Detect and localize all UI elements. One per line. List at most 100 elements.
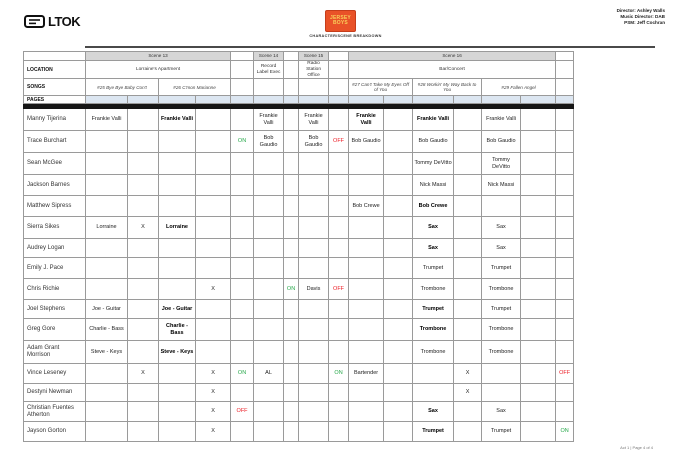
scene-header-row: Scene 13 Scene 14 Scene 15 Scene 16 <box>23 51 575 61</box>
assignment-cell <box>127 401 159 423</box>
assignment-cell <box>520 216 557 240</box>
x-mark-cell: X <box>194 278 232 301</box>
assignment-cell <box>453 318 483 342</box>
assignment-cell <box>283 318 300 342</box>
assignment-cell <box>127 238 159 259</box>
assignment-cell: Trumpet <box>412 421 455 443</box>
assignment-cell: Bob Crewe <box>348 195 385 218</box>
assignment-cell: Sax <box>481 401 522 423</box>
assignment-cell <box>283 238 300 259</box>
actor-name-cell: Emily J. Pace <box>23 257 86 280</box>
table-row: Christian Fuentes Atherton X OFF Sax Sax <box>23 401 575 423</box>
song-cell: #28 Workin' My Way Back to You <box>412 78 483 97</box>
assignment-cell <box>348 238 385 259</box>
assignment-cell <box>85 195 128 218</box>
pages-cell <box>230 95 255 105</box>
assignment-cell <box>253 421 285 443</box>
assignment-cell <box>158 278 196 301</box>
assignment-cell <box>520 363 557 385</box>
assignment-cell <box>253 340 285 365</box>
assignment-cell: Frankie Valli <box>481 108 522 132</box>
assignment-cell <box>520 257 557 280</box>
assignment-cell: Bob Crewe <box>412 195 455 218</box>
pages-cell <box>194 95 232 105</box>
gap-cell <box>555 78 575 97</box>
status-cell: ON <box>328 363 350 385</box>
pages-row: PAGES <box>23 95 575 105</box>
assignment-cell <box>453 401 483 423</box>
actor-name-cell: Sean McGee <box>23 152 86 176</box>
assignment-cell: Bob Gaudio <box>481 130 522 154</box>
assignment-cell: Trumpet <box>481 299 522 320</box>
assignment-cell <box>383 257 414 280</box>
assignment-cell <box>383 299 414 320</box>
assignment-cell <box>298 152 330 176</box>
credit-director: Director: Ashley Walls <box>616 8 665 13</box>
assignment-cell: Sax <box>481 238 522 259</box>
assignment-cell <box>253 152 285 176</box>
gap-cell <box>328 51 350 61</box>
assignment-cell <box>85 152 128 176</box>
assignment-cell <box>194 238 232 259</box>
assignment-cell <box>127 318 159 342</box>
assignment-cell <box>230 318 255 342</box>
assignment-cell <box>158 257 196 280</box>
assignment-cell <box>127 383 159 403</box>
x-mark-cell: X <box>453 383 483 403</box>
assignment-cell <box>253 318 285 342</box>
assignment-cell <box>127 152 159 176</box>
assignment-cell <box>412 363 455 385</box>
assignment-cell: Lorraine <box>85 216 128 240</box>
gap-cell <box>230 59 255 80</box>
assignment-cell <box>85 421 128 443</box>
pages-cell <box>85 95 128 105</box>
jersey-boys-logo: JERSEY BOYS <box>325 10 356 32</box>
assignment-cell <box>555 340 575 365</box>
assignment-cell <box>555 238 575 259</box>
assignment-cell <box>85 278 128 301</box>
table-row: Trace Burchart ON Bob Gaudio Bob Gaudio OFF B… <box>23 130 575 154</box>
assignment-cell <box>127 421 159 443</box>
assignment-cell <box>230 340 255 365</box>
scene-13-header: Scene 13 <box>84 51 232 61</box>
status-cell: ON <box>230 130 255 154</box>
assignment-cell <box>383 195 414 218</box>
gap-cell <box>230 51 255 61</box>
assignment-cell <box>453 238 483 259</box>
assignment-cell: Steve - Keys <box>85 340 128 365</box>
assignment-cell: Sax <box>412 238 455 259</box>
assignment-cell: Trumpet <box>412 257 455 280</box>
assignment-cell: Trombone <box>412 318 455 342</box>
assignment-cell <box>383 174 414 197</box>
table-row: Destyni Newman X X <box>23 383 575 403</box>
location-row-label: LOCATION <box>23 59 86 80</box>
assignment-cell <box>348 340 385 365</box>
assignment-cell: Bob Gaudio <box>412 130 455 154</box>
assignment-cell <box>383 340 414 365</box>
assignment-cell <box>158 152 196 176</box>
assignment-cell <box>298 363 330 385</box>
assignment-cell <box>230 278 255 301</box>
assignment-cell <box>412 383 455 403</box>
songs-row-label: SONGS <box>23 78 86 97</box>
assignment-cell <box>127 130 159 154</box>
assignment-cell <box>383 152 414 176</box>
actor-name-cell: Chris Richie <box>23 278 86 301</box>
assignment-cell <box>520 130 557 154</box>
assignment-cell <box>85 174 128 197</box>
assignment-cell <box>520 174 557 197</box>
assignment-cell <box>453 278 483 301</box>
assignment-cell: Trumpet <box>481 257 522 280</box>
assignment-cell <box>383 238 414 259</box>
assignment-cell <box>85 130 128 154</box>
header-rule <box>85 46 655 48</box>
assignment-cell: Lorraine <box>158 216 196 240</box>
assignment-cell: Steve - Keys <box>158 340 196 365</box>
assignment-cell <box>298 174 330 197</box>
assignment-cell: Trombone <box>481 340 522 365</box>
assignment-cell <box>194 174 232 197</box>
gap-cell <box>283 59 300 80</box>
assignment-cell <box>328 238 350 259</box>
assignment-cell <box>298 257 330 280</box>
assignment-cell <box>127 195 159 218</box>
